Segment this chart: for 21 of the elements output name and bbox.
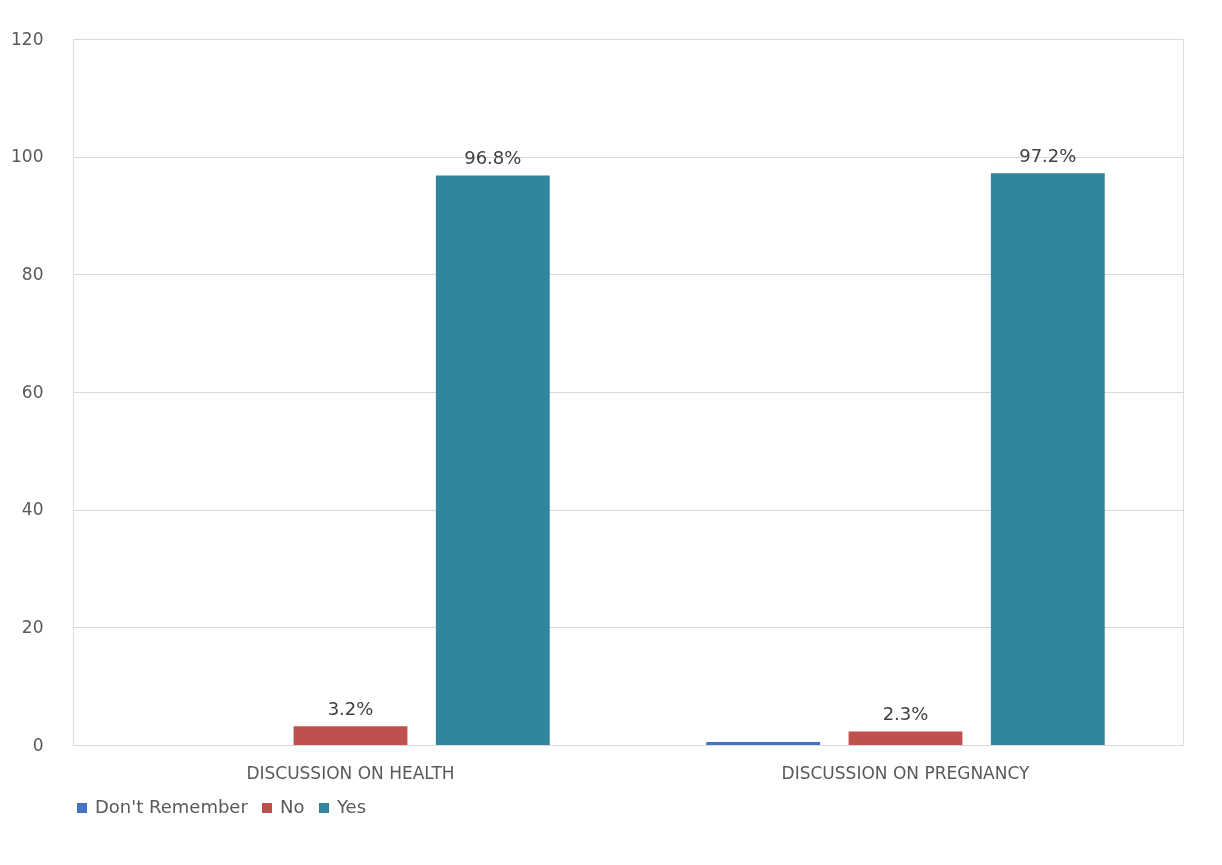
y-tick-label: 80	[21, 263, 44, 284]
legend-label: Yes	[336, 796, 367, 817]
y-tick-label: 0	[32, 734, 44, 755]
y-tick-label: 120	[11, 28, 44, 49]
bar	[990, 173, 1105, 745]
x-tick-label: DISCUSSION ON PREGNANCY	[781, 762, 1031, 783]
y-tick-label: 20	[21, 616, 44, 637]
bar	[848, 731, 963, 745]
y-tick-label: 60	[21, 381, 44, 402]
data-label: 97.2%	[1019, 145, 1077, 167]
y-tick-label: 40	[21, 499, 44, 520]
data-label: 96.8%	[464, 147, 522, 169]
y-tick-label: 100	[11, 146, 44, 167]
legend-label: Don't Remember	[95, 796, 249, 817]
data-label: 3.2%	[327, 698, 374, 720]
x-tick-label: DISCUSSION ON HEALTH	[246, 762, 455, 783]
data-label: 2.3%	[882, 703, 929, 725]
bar	[293, 726, 408, 745]
bar	[706, 742, 821, 745]
bar	[435, 175, 550, 745]
legend-label: No	[280, 796, 305, 817]
